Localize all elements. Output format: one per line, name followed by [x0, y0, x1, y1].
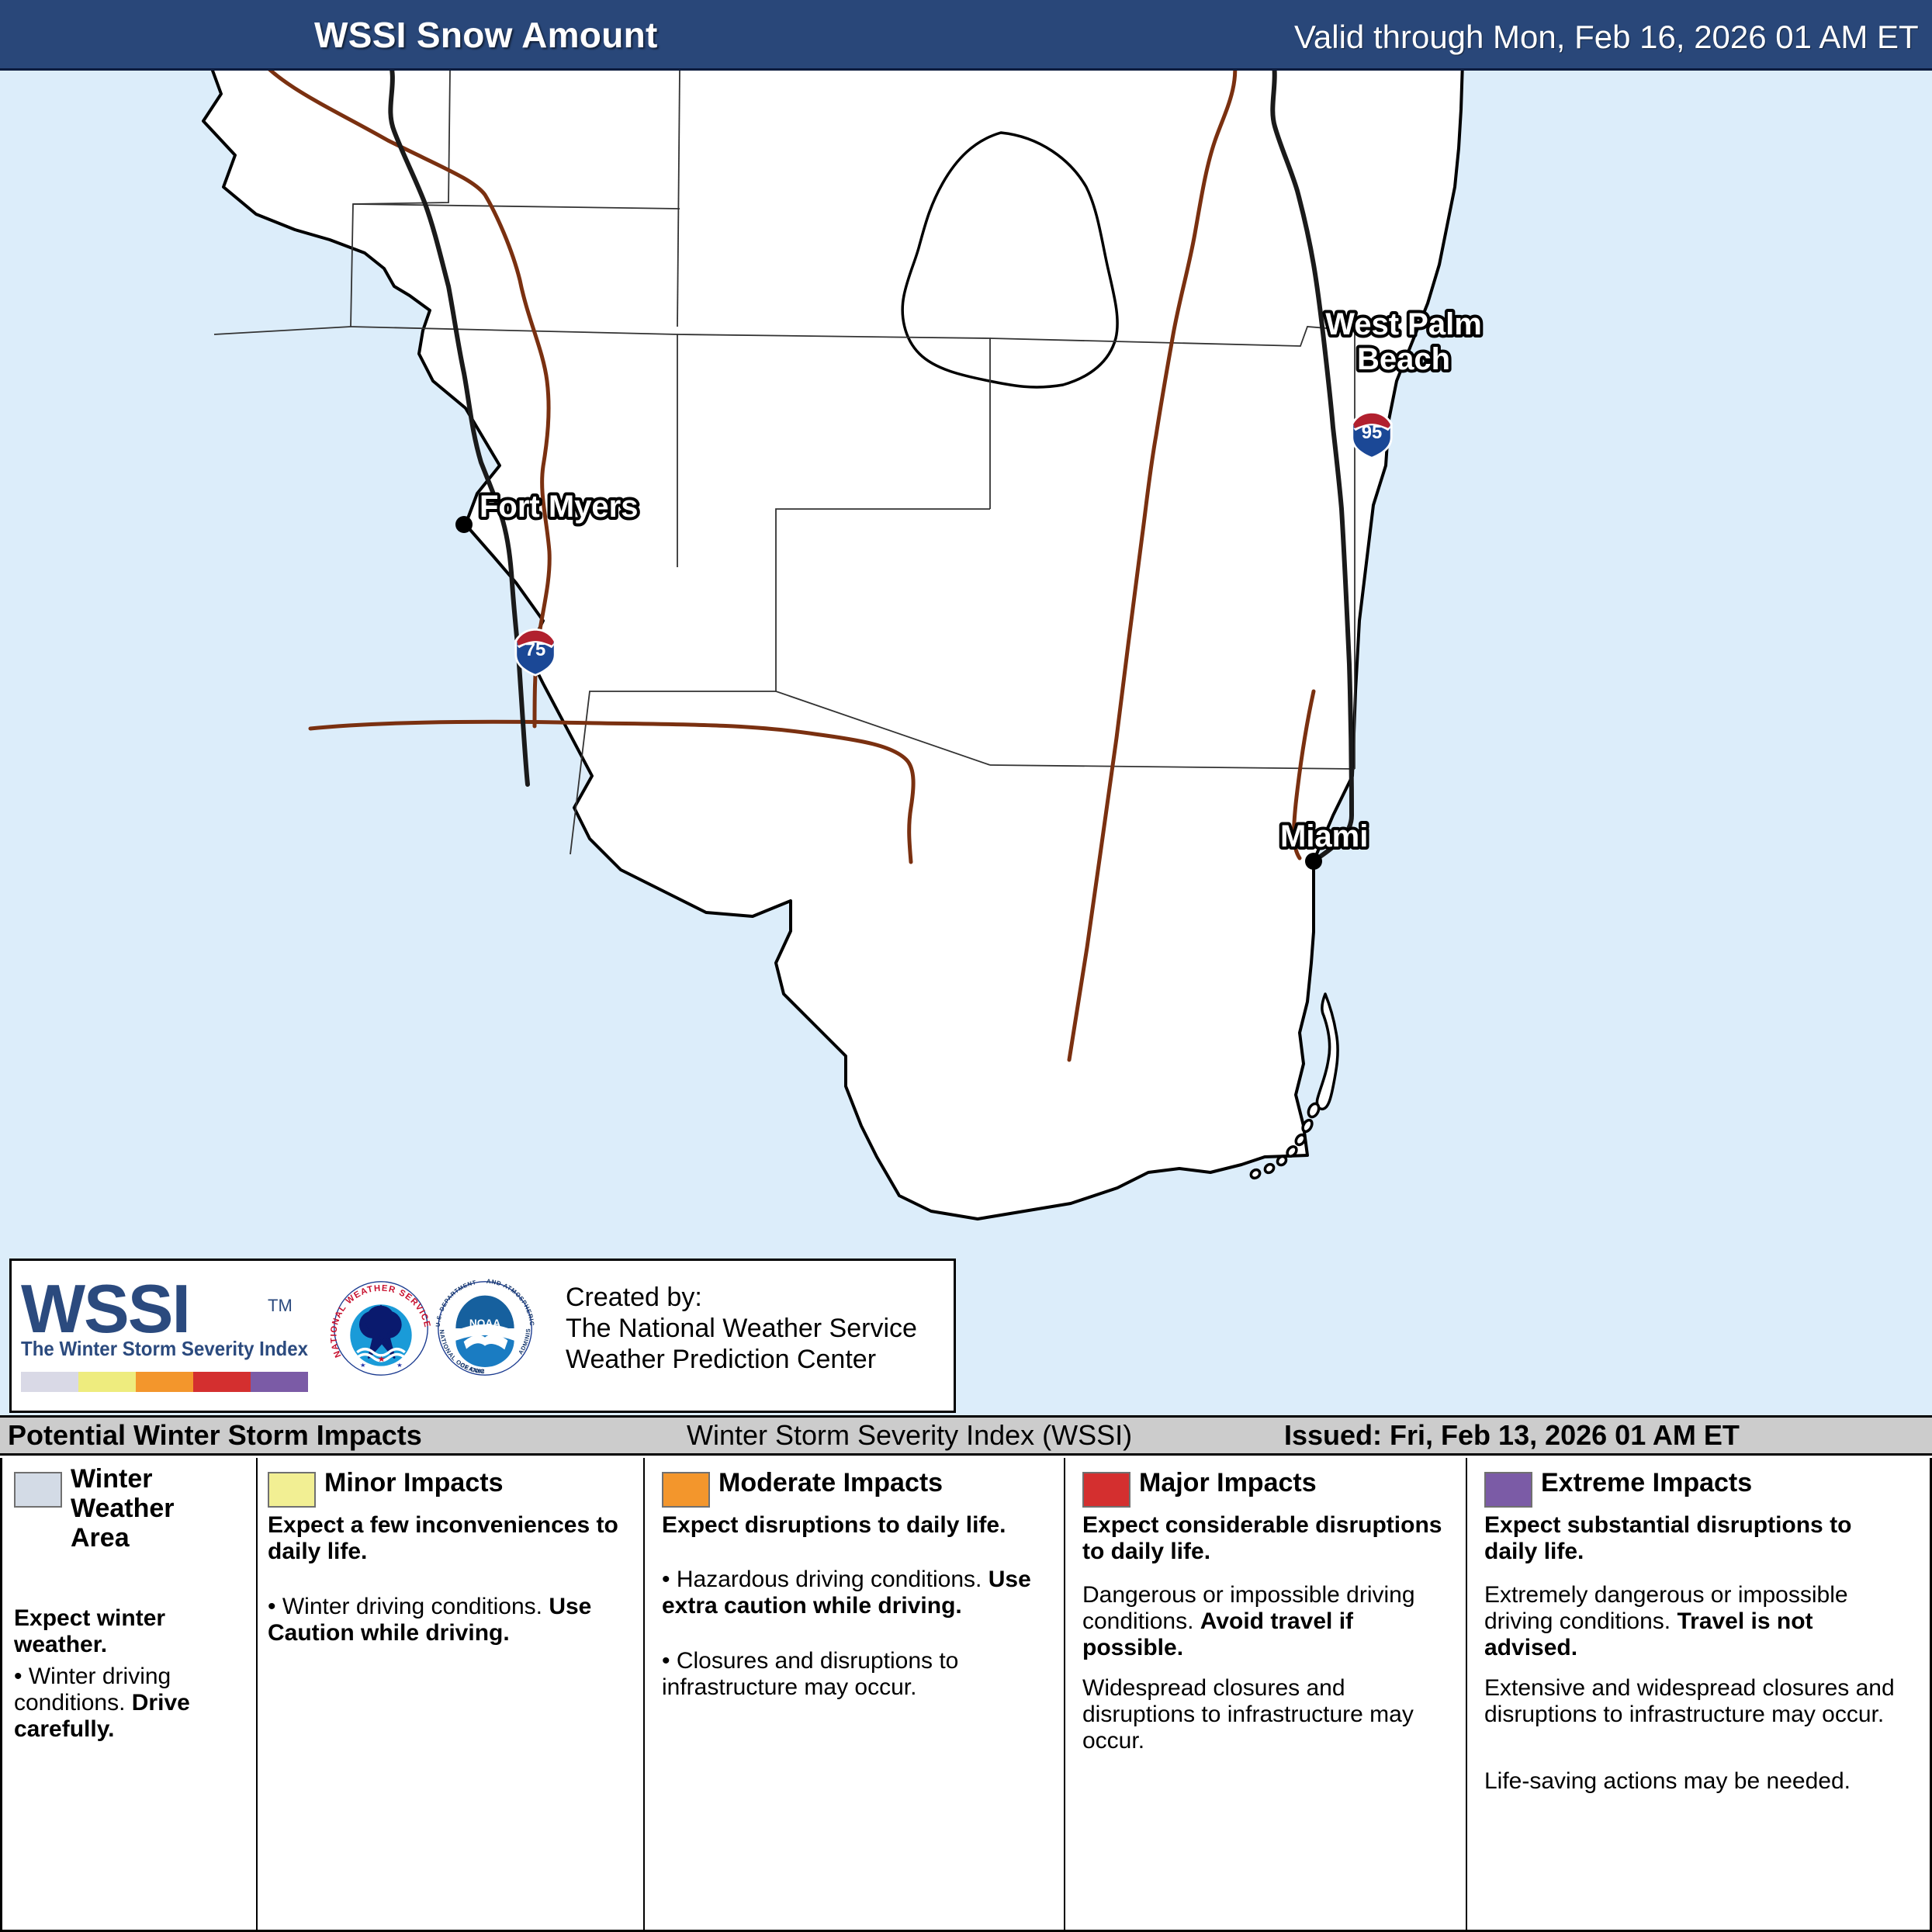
svg-text:Fort Myers: Fort Myers: [480, 490, 639, 524]
svg-text:Weather Prediction Center: Weather Prediction Center: [566, 1345, 876, 1374]
svg-text:WSSI: WSSI: [21, 1270, 189, 1347]
svg-text:Beach: Beach: [1357, 342, 1450, 376]
svg-text:Created by:: Created by:: [566, 1283, 702, 1312]
svg-text:The Winter Storm Severity Inde: The Winter Storm Severity Index: [21, 1337, 308, 1360]
svg-text:The National Weather Service: The National Weather Service: [566, 1314, 917, 1343]
svg-text:West Palm: West Palm: [1325, 307, 1482, 341]
svg-text:NOAA: NOAA: [469, 1317, 500, 1329]
svg-text:TM: TM: [268, 1296, 293, 1315]
svg-text:75: 75: [525, 639, 545, 660]
svg-text:95: 95: [1362, 422, 1382, 443]
svg-text:Miami: Miami: [1280, 819, 1368, 853]
